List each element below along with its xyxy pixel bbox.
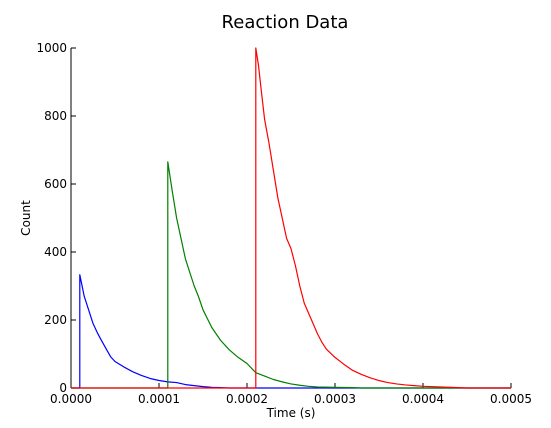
y-tick-label: 600 — [44, 177, 67, 191]
y-tick-label: 200 — [44, 313, 67, 327]
x-tick-label: 0.0001 — [138, 392, 180, 406]
x-tick-label: 0.0000 — [50, 392, 92, 406]
y-tick-label: 800 — [44, 109, 67, 123]
x-tick-label: 0.0002 — [226, 392, 268, 406]
y-axis-title: Count — [19, 200, 33, 236]
y-tick-label: 1000 — [36, 41, 67, 55]
series-line-red — [71, 47, 511, 389]
y-tick-label: 0 — [59, 381, 67, 395]
chart-title: Reaction Data — [222, 12, 349, 33]
series-line-green — [71, 161, 511, 389]
x-tick-label: 0.0005 — [490, 392, 532, 406]
x-tick-label: 0.0003 — [314, 392, 356, 406]
x-tick-label: 0.0004 — [402, 392, 444, 406]
plot-area: 0.0000 0.0001 0.0002 0.0003 0.0004 0.0005 0 200… — [36, 41, 532, 406]
y-tick-label: 400 — [44, 245, 67, 259]
x-axis-title: Time (s) — [266, 406, 316, 420]
series-line-blue — [71, 274, 511, 389]
